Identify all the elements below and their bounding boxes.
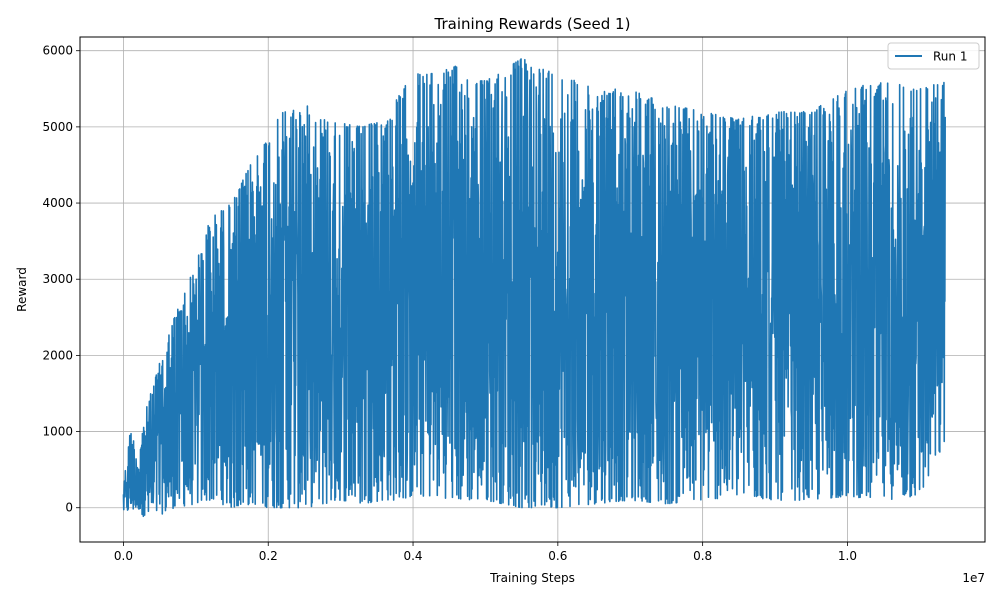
- x-axis-ticks: 0.0 0.2 0.4 0.6 0.8 1.0: [114, 542, 857, 563]
- series-line-run-1: [122, 58, 946, 518]
- y-axis-label: Reward: [15, 267, 29, 312]
- y-tick-label: 3000: [42, 272, 73, 286]
- x-axis-label: Training Steps: [489, 571, 575, 585]
- legend: Run 1: [887, 42, 980, 70]
- x-tick-label: 0.2: [259, 549, 278, 563]
- y-tick-label: 5000: [42, 120, 73, 134]
- y-tick-label: 1000: [42, 425, 73, 439]
- y-tick-label: 2000: [42, 348, 73, 362]
- legend-entry-run-1: Run 1: [933, 50, 967, 64]
- x-axis-offset-label: 1e7: [962, 571, 985, 585]
- chart-title: Training Rewards (Seed 1): [434, 15, 631, 33]
- x-tick-label: 1.0: [838, 549, 857, 563]
- x-tick-label: 0.6: [548, 549, 567, 563]
- y-axis-ticks: 0 1000 2000 3000 4000 5000 6000: [42, 44, 80, 515]
- x-tick-label: 0.4: [403, 549, 422, 563]
- series-layer: [122, 58, 946, 518]
- y-tick-label: 6000: [42, 44, 73, 58]
- legend-box: [887, 42, 980, 70]
- y-tick-label: 0: [65, 501, 73, 515]
- plot-area-frame: [79, 36, 986, 543]
- x-tick-label: 0.0: [114, 549, 133, 563]
- x-tick-label: 0.8: [693, 549, 712, 563]
- y-tick-label: 4000: [42, 196, 73, 210]
